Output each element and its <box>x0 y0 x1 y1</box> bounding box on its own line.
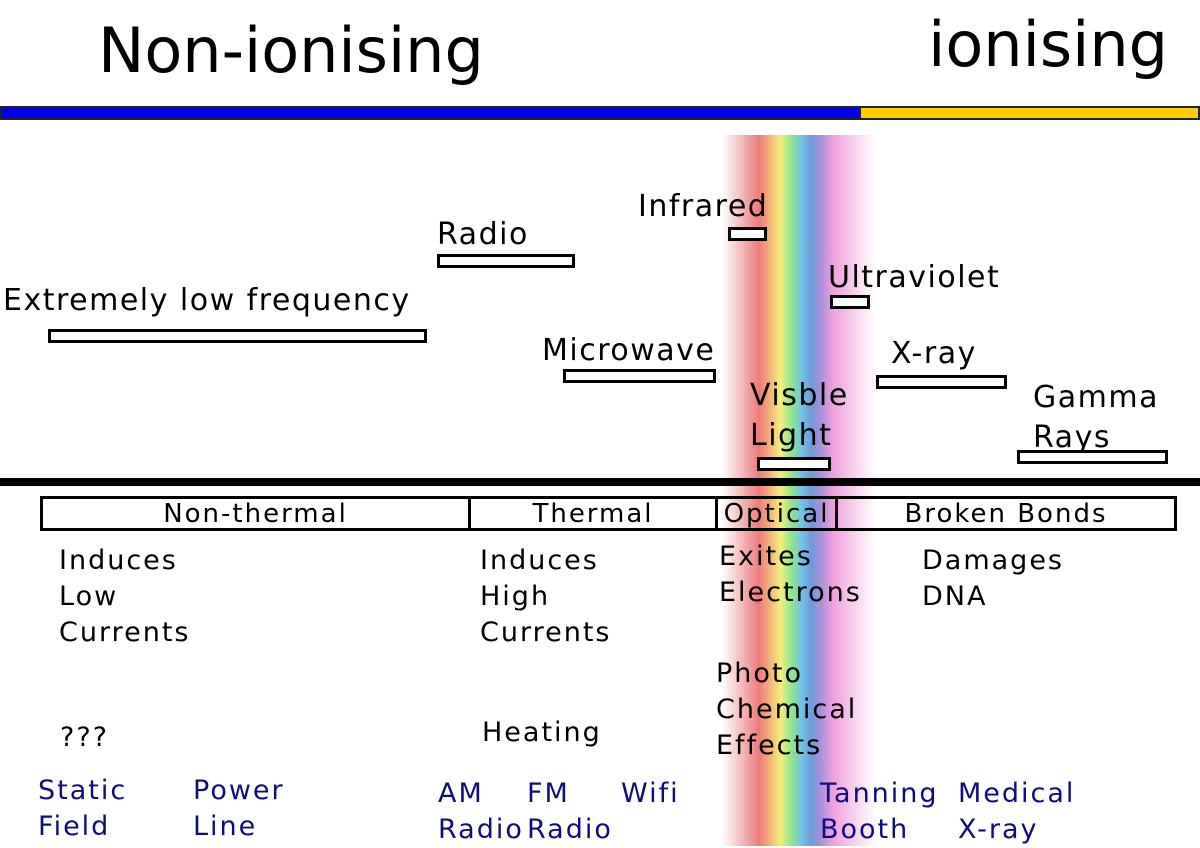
baseline-axis <box>0 478 1200 486</box>
non-ionising-bar <box>0 106 861 120</box>
effect-heating: Heating <box>482 717 602 748</box>
example-power-line: Power Line <box>193 775 285 842</box>
band-label-visible-light: Visble Light <box>750 378 849 453</box>
visible-spectrum-column <box>722 135 876 846</box>
example-wifi: Wifi <box>621 778 680 809</box>
effect-low-currents: Induces Low Currents <box>59 545 191 648</box>
example-medical-xray: Medical X-ray <box>958 778 1076 845</box>
band-label-microwave: Microwave <box>542 333 716 368</box>
band-bar-elf <box>48 329 427 343</box>
example-am-radio: AM Radio <box>438 778 524 845</box>
band-bar-visible-light <box>757 457 831 471</box>
non-ionising-heading: Non-ionising <box>98 14 484 87</box>
band-label-gamma-rays: Gamma Rays <box>1033 380 1159 455</box>
band-bar-radio <box>437 254 575 268</box>
example-fm-radio: FM Radio <box>527 778 613 845</box>
ionising-heading: ionising <box>928 8 1168 81</box>
band-bar-ultraviolet <box>830 295 870 309</box>
category-optical: Optical <box>715 496 838 531</box>
effect-excites-electrons: Exites Electrons <box>719 541 862 608</box>
band-label-xray: X-ray <box>891 336 977 371</box>
example-tanning-booth: Tanning Booth <box>820 778 939 845</box>
category-broken-bonds: Broken Bonds <box>835 496 1177 531</box>
effect-photo-chemical: Photo Chemical Effects <box>716 658 858 761</box>
effect-high-currents: Induces High Currents <box>480 545 612 648</box>
band-bar-gamma-rays <box>1017 450 1168 464</box>
band-bar-microwave <box>563 369 716 383</box>
ionising-bar <box>859 106 1200 120</box>
category-thermal: Thermal <box>468 496 718 531</box>
category-non-thermal: Non-thermal <box>40 496 471 531</box>
band-label-elf: Extremely low frequency <box>3 283 411 318</box>
band-bar-infrared <box>728 227 767 241</box>
example-static-field: Static Field <box>38 775 128 842</box>
band-bar-xray <box>876 375 1007 389</box>
effect-unknown: ??? <box>60 722 109 753</box>
band-label-radio: Radio <box>437 217 529 252</box>
effect-damages-dna: Damages DNA <box>922 545 1064 612</box>
band-label-ultraviolet: Ultraviolet <box>828 260 1001 295</box>
band-label-infrared: Infrared <box>638 189 769 224</box>
